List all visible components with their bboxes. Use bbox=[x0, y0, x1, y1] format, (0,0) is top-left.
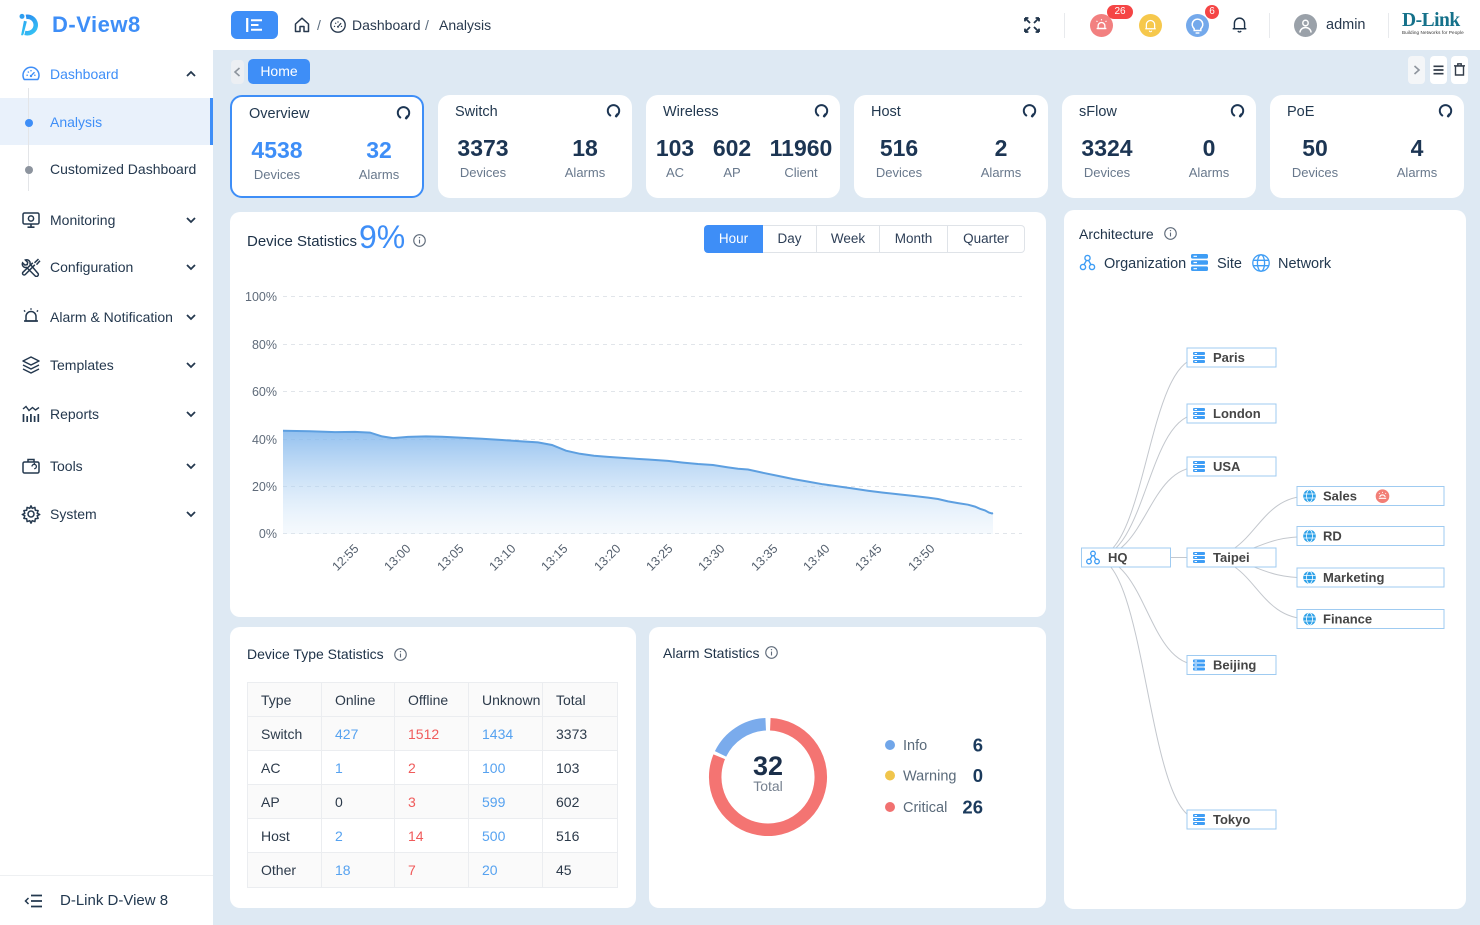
svg-text:USA: USA bbox=[1213, 459, 1241, 474]
svg-text:Site: Site bbox=[1217, 256, 1242, 272]
svg-text:London: London bbox=[1213, 406, 1261, 421]
svg-text:Warning: Warning bbox=[903, 769, 956, 785]
svg-text:0%: 0% bbox=[259, 527, 277, 541]
svg-text:Taipei: Taipei bbox=[1213, 550, 1250, 565]
svg-text:20%: 20% bbox=[252, 480, 277, 494]
svg-text:Critical: Critical bbox=[903, 800, 947, 816]
svg-text:Paris: Paris bbox=[1213, 350, 1245, 365]
svg-text:100%: 100% bbox=[245, 290, 277, 304]
svg-text:26: 26 bbox=[962, 797, 983, 818]
svg-text:RD: RD bbox=[1323, 529, 1342, 544]
svg-text:12:55: 12:55 bbox=[329, 542, 361, 574]
svg-text:Finance: Finance bbox=[1323, 612, 1372, 627]
svg-text:13:15: 13:15 bbox=[538, 542, 570, 574]
svg-text:13:30: 13:30 bbox=[695, 542, 727, 574]
svg-text:0: 0 bbox=[973, 765, 983, 786]
svg-text:Tokyo: Tokyo bbox=[1213, 812, 1250, 827]
svg-text:80%: 80% bbox=[252, 338, 277, 352]
svg-text:13:00: 13:00 bbox=[381, 542, 413, 574]
svg-text:13:05: 13:05 bbox=[434, 542, 466, 574]
svg-text:13:20: 13:20 bbox=[591, 542, 623, 574]
svg-text:Info: Info bbox=[903, 738, 927, 754]
svg-text:Network: Network bbox=[1278, 256, 1332, 272]
svg-text:13:45: 13:45 bbox=[852, 542, 884, 574]
svg-text:32: 32 bbox=[753, 751, 783, 781]
svg-text:13:35: 13:35 bbox=[748, 542, 780, 574]
svg-text:60%: 60% bbox=[252, 385, 277, 399]
svg-text:6: 6 bbox=[973, 735, 983, 756]
svg-text:13:10: 13:10 bbox=[486, 542, 518, 574]
svg-text:13:25: 13:25 bbox=[643, 542, 675, 574]
svg-text:13:50: 13:50 bbox=[905, 542, 937, 574]
svg-text:Sales: Sales bbox=[1323, 489, 1357, 504]
svg-text:HQ: HQ bbox=[1108, 550, 1128, 565]
svg-text:13:40: 13:40 bbox=[800, 542, 832, 574]
svg-text:Marketing: Marketing bbox=[1323, 570, 1384, 585]
svg-text:Organization: Organization bbox=[1104, 256, 1186, 272]
svg-text:40%: 40% bbox=[252, 433, 277, 447]
svg-text:Beijing: Beijing bbox=[1213, 658, 1256, 673]
svg-text:Total: Total bbox=[753, 778, 783, 794]
